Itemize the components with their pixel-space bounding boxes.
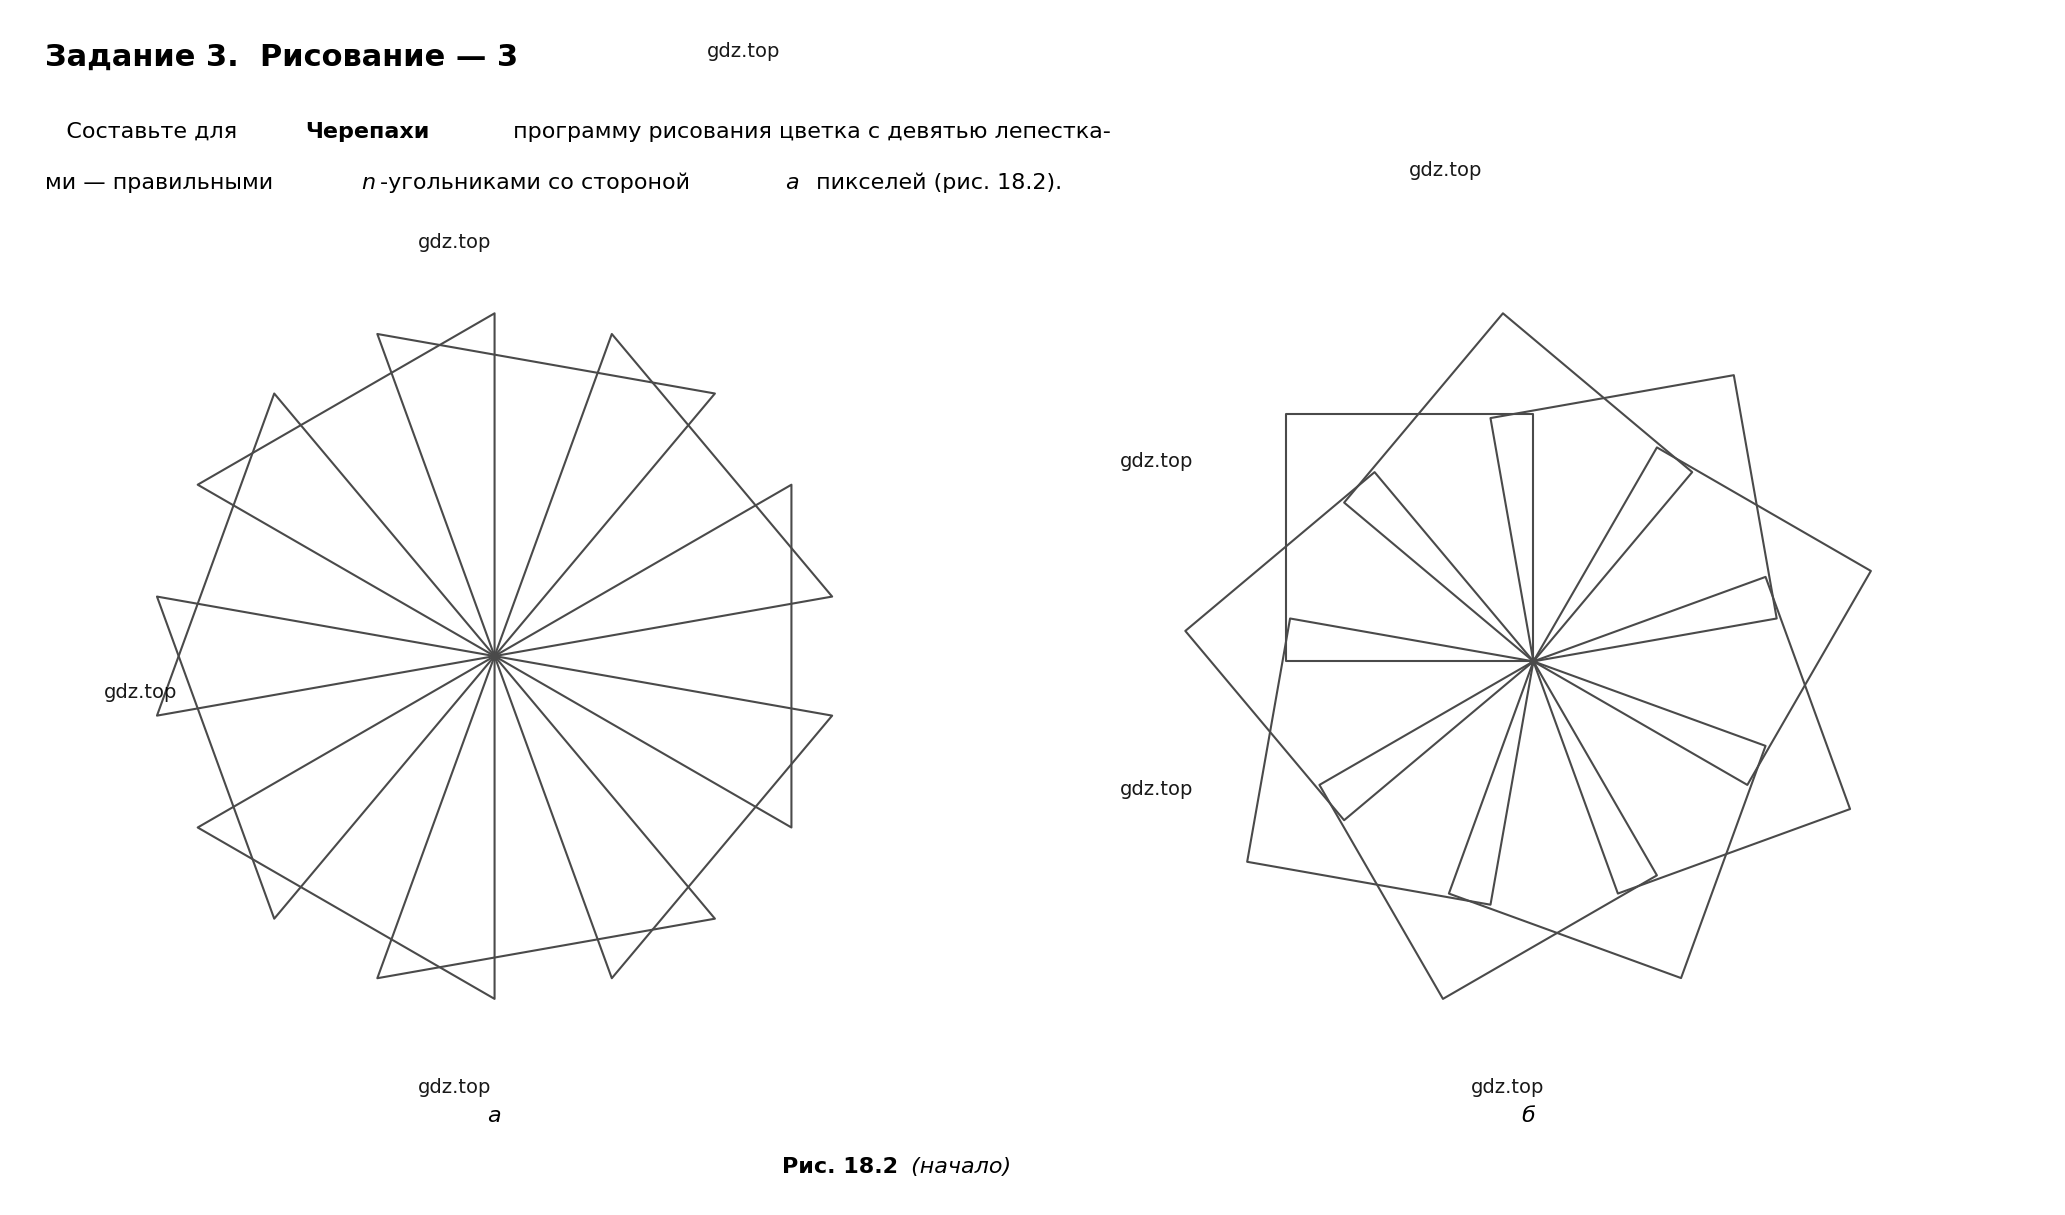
Text: а: а xyxy=(487,1106,500,1125)
Text: б: б xyxy=(1522,1106,1534,1125)
Text: Рис. 18.2: Рис. 18.2 xyxy=(783,1157,898,1176)
Text: Черепахи: Черепахи xyxy=(306,122,430,141)
Text: программу рисования цветка с девятью лепестка-: программу рисования цветка с девятью леп… xyxy=(506,122,1111,141)
Text: (начало): (начало) xyxy=(904,1157,1012,1176)
Text: gdz.top: gdz.top xyxy=(103,683,178,702)
Text: Задание 3.  Рисование — 3: Задание 3. Рисование — 3 xyxy=(45,43,518,72)
Text: Составьте для: Составьте для xyxy=(45,122,244,141)
Text: a: a xyxy=(785,173,799,192)
Text: gdz.top: gdz.top xyxy=(706,41,781,61)
Text: gdz.top: gdz.top xyxy=(1470,1078,1545,1097)
Text: -угольниками со стороной: -угольниками со стороной xyxy=(380,173,698,193)
Text: gdz.top: gdz.top xyxy=(417,1078,491,1097)
Text: пикселей (рис. 18.2).: пикселей (рис. 18.2). xyxy=(809,173,1063,193)
Text: gdz.top: gdz.top xyxy=(1119,780,1194,799)
Text: gdz.top: gdz.top xyxy=(1408,160,1483,180)
Text: ми — правильными: ми — правильными xyxy=(45,173,281,192)
Text: gdz.top: gdz.top xyxy=(417,233,491,253)
Text: n: n xyxy=(361,173,376,192)
Text: gdz.top: gdz.top xyxy=(1119,452,1194,471)
